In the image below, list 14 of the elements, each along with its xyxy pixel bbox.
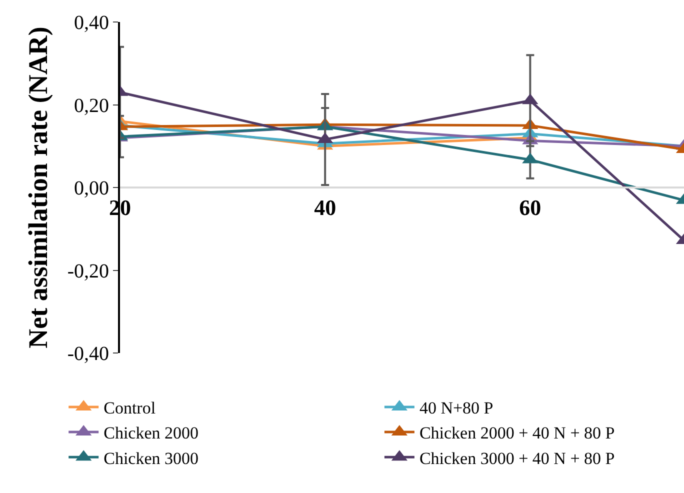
legend-label: 40 N+80 P (419, 398, 494, 418)
y-tick-label: 0,00 (74, 178, 109, 200)
legend-label: Chicken 2000 + 40 N + 80 P (419, 424, 615, 443)
y-tick-label: 0,20 (74, 94, 109, 117)
x-tick-label: 40 (314, 194, 336, 220)
y-tick-label: -0,20 (67, 260, 109, 282)
legend-label: Chicken 3000 + 40 N + 80 P (419, 448, 615, 468)
y-axis-title: Net assimilation rate (NAR) (22, 26, 53, 348)
legend-label: Control (104, 398, 156, 418)
y-tick-label: -0,40 (67, 343, 109, 365)
legend-label: Chicken 3000 (104, 448, 199, 468)
x-tick-label: 60 (519, 194, 542, 220)
legend-label: Chicken 2000 (104, 424, 199, 443)
y-tick-label: 0,40 (74, 12, 109, 34)
